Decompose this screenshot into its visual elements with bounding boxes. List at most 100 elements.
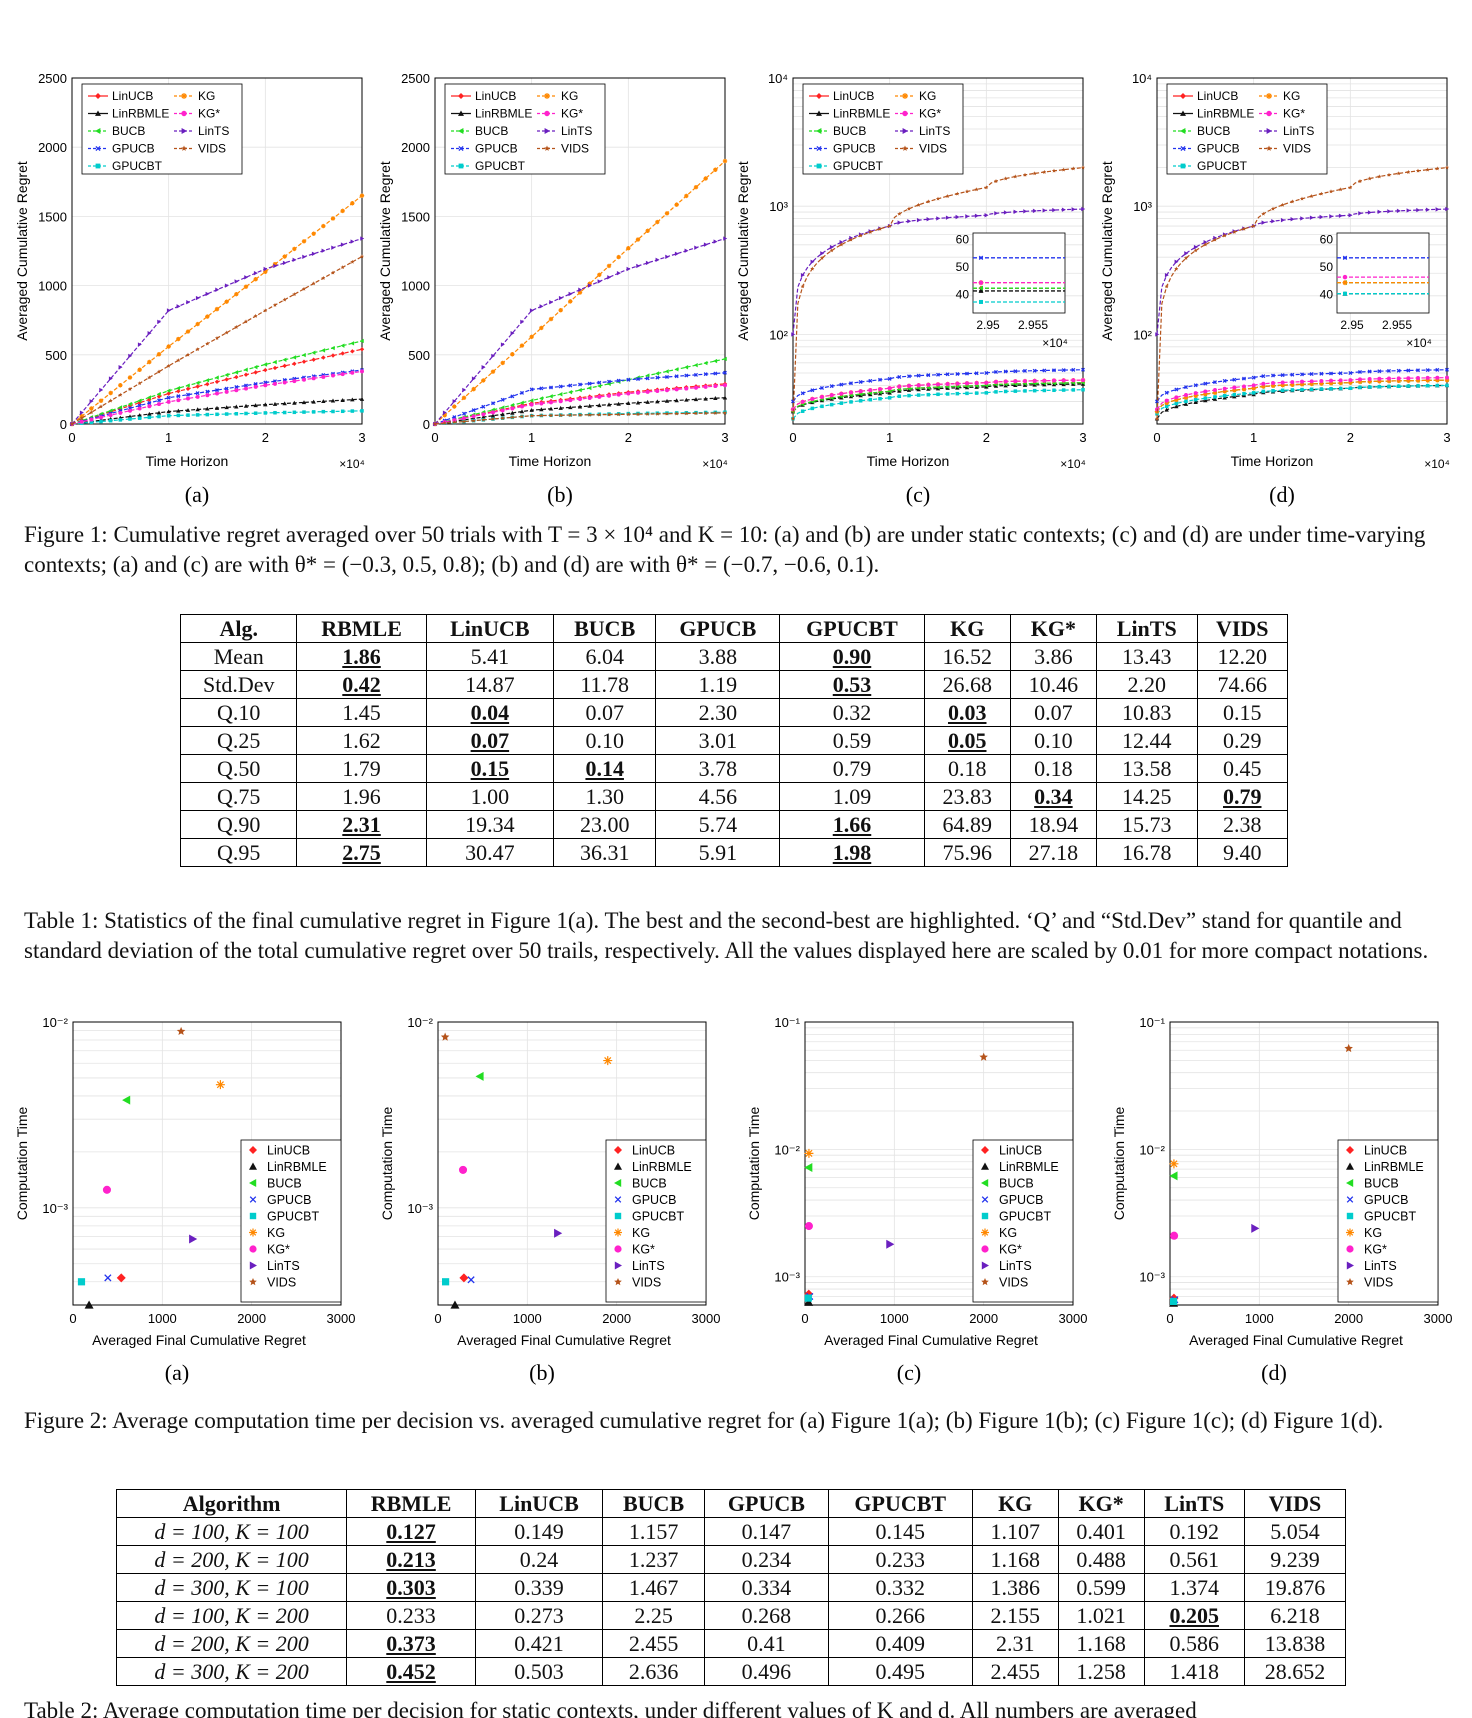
marker-lints (166, 308, 171, 313)
marker-kg (558, 308, 563, 313)
marker-kg (664, 211, 670, 216)
marker-gpucbt (829, 402, 834, 407)
inset-y-tick: 40 (1320, 288, 1334, 302)
marker-linrbmle (674, 398, 679, 403)
marker-linrbmle (519, 409, 525, 414)
marker-kg (1299, 382, 1305, 387)
marker-vids (176, 1026, 186, 1035)
marker-gpucbt (244, 411, 248, 416)
marker-kg (1348, 380, 1353, 385)
marker-bucb (176, 385, 181, 391)
legend-label: GPUCB (1197, 142, 1240, 156)
marker-linrbmle (1203, 398, 1208, 403)
marker-kg (693, 184, 699, 190)
marker-kg (981, 1228, 989, 1237)
marker-linrbmle (224, 405, 229, 410)
marker-gpucbt (331, 409, 335, 414)
marker-gpucb (1242, 376, 1246, 381)
marker-kg (301, 239, 307, 244)
marker-gpucbt (89, 420, 94, 425)
table-cell: 6.218 (1243, 1601, 1347, 1630)
marker-kg-star (1290, 380, 1295, 385)
marker-vids (1164, 284, 1169, 289)
y-tick-label: 1000 (401, 279, 430, 294)
table-cell: 0.599 (1057, 1573, 1145, 1602)
inset-frame (972, 232, 1066, 314)
marker-linucb (359, 347, 365, 352)
marker-vids (548, 413, 554, 418)
marker-vids (1377, 174, 1382, 179)
figure-2-panel-d: 0 1000 2000 3000 10⁻¹ 10⁻² 10⁻³ Averaged Final … (1111, 1015, 1452, 1348)
marker-vids (1051, 168, 1057, 173)
marker-gpucb (945, 372, 950, 377)
marker-kg-star (108, 413, 113, 418)
marker-vids (1183, 255, 1189, 260)
inset-frame (1336, 232, 1430, 314)
table-cell: 0.07 (1009, 698, 1097, 727)
marker-gpucb (1184, 385, 1188, 390)
legend-box (1337, 1139, 1439, 1303)
legend-label: VIDS (999, 1276, 1028, 1290)
marker-linrbmle (655, 399, 660, 404)
marker-gpucbt (945, 392, 950, 396)
marker-kg-star (321, 374, 326, 379)
marker-gpucbt (839, 401, 844, 405)
marker-kg-star (1435, 375, 1440, 380)
marker-linrbmle (176, 408, 181, 413)
marker-kg-star (1377, 376, 1382, 381)
marker-kg-star (916, 383, 921, 388)
marker-kg-star (1329, 378, 1333, 383)
marker-bucb (272, 359, 277, 365)
table-cell: 1.418 (1143, 1657, 1245, 1686)
marker-linrbmle (359, 396, 365, 401)
marker-gpucbt (1184, 399, 1188, 404)
marker-kg (461, 395, 467, 401)
table-cell: 0.03 (923, 698, 1011, 727)
marker-linucb (224, 377, 229, 382)
x-tick-label: 2 (983, 430, 990, 445)
legend-label: KG* (267, 1243, 290, 1257)
table-cell: 0.145 (827, 1517, 973, 1546)
table-cell: 2.20 (1095, 670, 1198, 699)
table-cell: 0.127 (346, 1517, 476, 1546)
marker-vids (655, 411, 660, 416)
row-label: Q.75 (179, 782, 298, 811)
marker-lints (694, 245, 699, 250)
marker-gpucb (1329, 371, 1333, 376)
marker-kg (568, 299, 573, 304)
table-cell: 30.47 (425, 838, 555, 867)
marker-vids (471, 418, 476, 423)
table-cell: 0.421 (474, 1629, 604, 1658)
marker-kg-star (587, 396, 592, 400)
marker-lints (79, 410, 84, 415)
marker-lints (1416, 207, 1421, 213)
marker-linrbmle (684, 397, 689, 402)
marker-lints (186, 300, 191, 305)
marker-kg-star (878, 387, 882, 392)
marker-kg (452, 404, 457, 409)
marker-gpucb (636, 377, 640, 382)
table-cell: 23.83 (923, 782, 1011, 811)
marker-gpucb (974, 371, 979, 376)
marker-gpucb (1406, 368, 1411, 373)
marker-vids (1344, 1043, 1353, 1053)
marker-kg-star (703, 384, 708, 389)
marker-gpucbt (1445, 383, 1449, 388)
legend-label: KG* (919, 107, 941, 121)
table-cell: 0.205 (1143, 1601, 1245, 1630)
marker-kg-star (253, 384, 258, 389)
marker-kg-star (1242, 384, 1246, 389)
marker-kg-star (839, 391, 844, 396)
table-cell: 0.41 (704, 1629, 829, 1658)
marker-kg (626, 246, 631, 251)
marker-kg-star (981, 1245, 989, 1253)
marker-lints (597, 279, 602, 284)
legend-box (81, 83, 243, 175)
table-cell: 0.24 (474, 1545, 604, 1574)
x-tick-label: 3 (1079, 430, 1086, 445)
marker-vids (311, 281, 316, 286)
table-cell: 26.68 (923, 670, 1011, 699)
marker-vids (452, 420, 457, 425)
y-tick-label: 1000 (38, 279, 67, 294)
marker-gpucb (1416, 368, 1420, 373)
